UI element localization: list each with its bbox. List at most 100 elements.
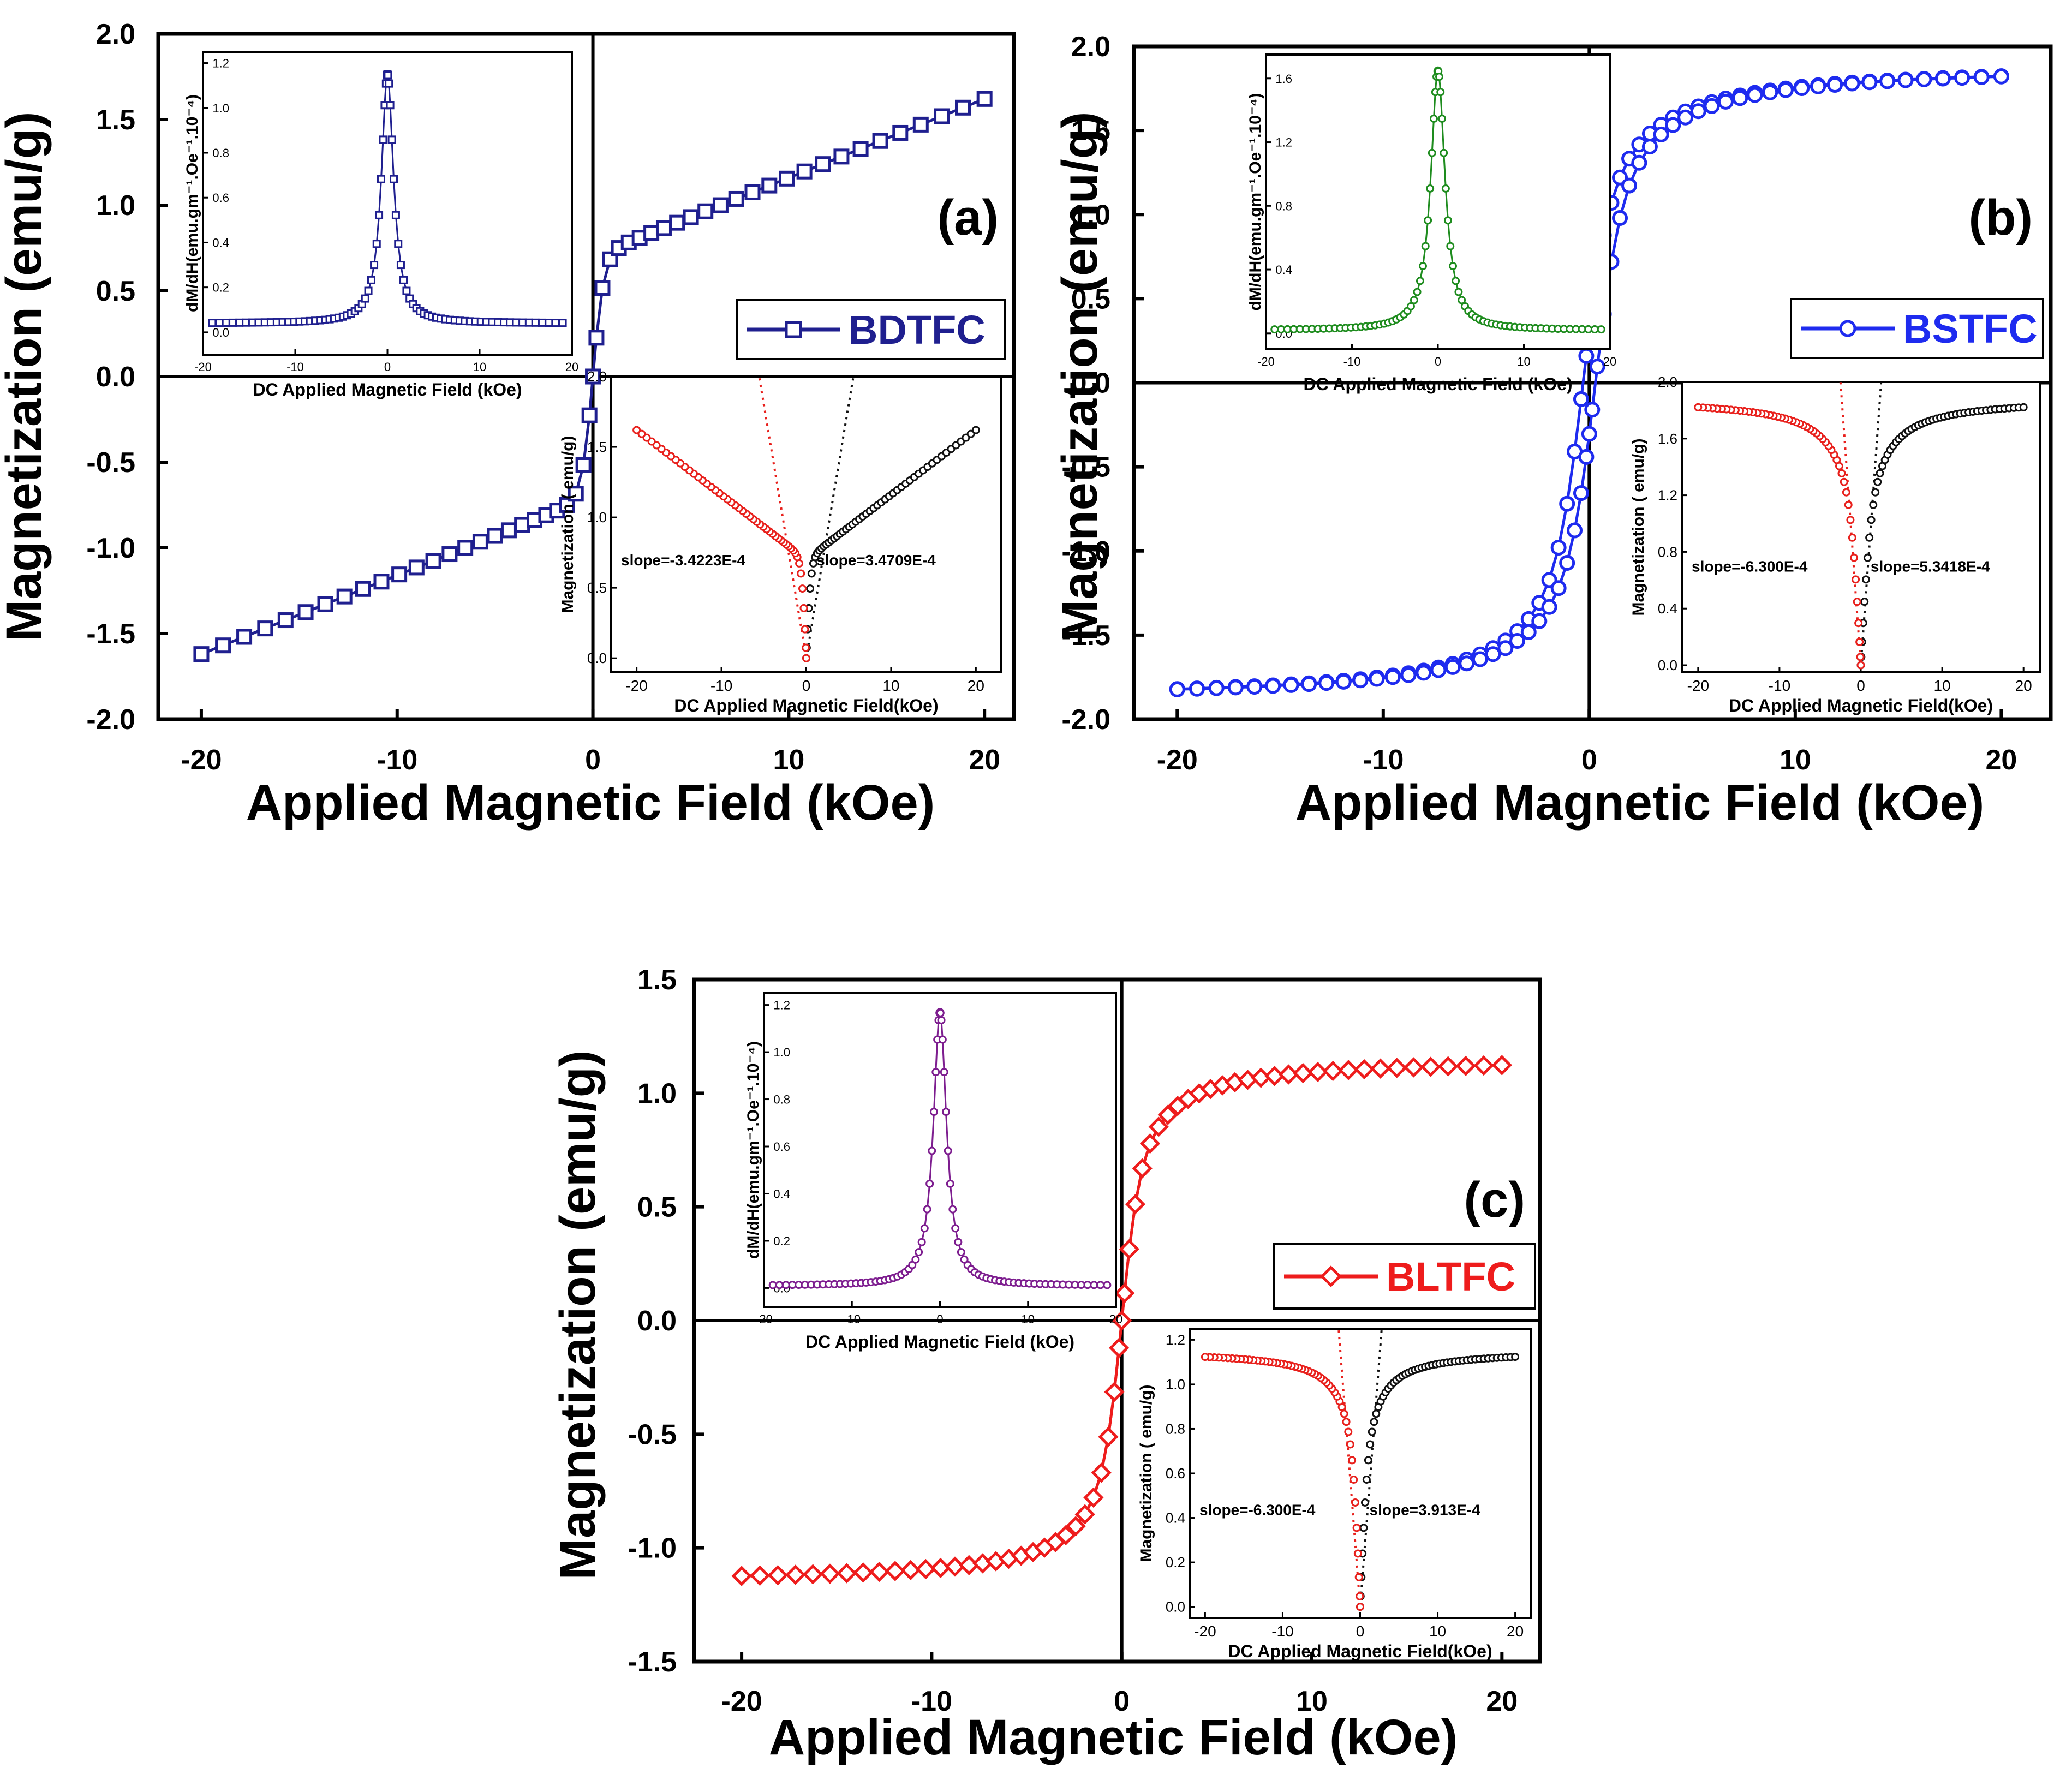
panel-a-data-point [585, 368, 601, 385]
panel-a-inset-fit-pos-point [971, 426, 980, 434]
panel-a-inset-fit-neg-point [797, 569, 805, 578]
panel-b-inset-dmdh-point [1418, 262, 1427, 271]
panel-c-inset-dmdh-point [911, 1255, 920, 1264]
panel-c-data-point [1112, 1310, 1132, 1331]
panel-c-data-point [785, 1564, 806, 1585]
panel-a-legend: BDTFC [736, 299, 1006, 360]
panel-b-data-point [1861, 74, 1878, 91]
panel-b-data-point [1227, 679, 1244, 696]
panel-c-inset-dmdh-x-title: DC Applied Magnetic Field (kOe) [805, 1332, 1074, 1352]
panel-a-inset-fit-xtick-label: -20 [625, 677, 647, 694]
panel-a-inset-fit-neg-point [802, 654, 810, 662]
panel-b-data-point [1827, 76, 1843, 93]
panel-a-data-point [912, 116, 929, 133]
panel-c-inset-fit-pos-point [1366, 1440, 1375, 1449]
panel-c-inset-dmdh-xtick-label: -10 [843, 1312, 861, 1326]
panel-b-inset-dmdh-point [1438, 114, 1447, 123]
panel-a-inset-dmdh-point [402, 286, 411, 295]
panel-c-data-point [1083, 1487, 1104, 1508]
panel-a-data-point [669, 214, 685, 231]
panel-c-inset-fit-pos-point [1362, 1476, 1371, 1484]
panel-a-xtick-label: 20 [969, 744, 1000, 776]
panel-a-inset-dmdh-point [370, 261, 379, 270]
panel-b-xtick-label: -10 [1363, 744, 1404, 776]
panel-a-data-point [976, 91, 993, 107]
panel-a-data-point [712, 197, 729, 213]
panel-b-inset-dmdh-frame [1265, 53, 1611, 350]
panel-c-inset-fit-neg-point [1340, 1409, 1348, 1418]
panel-a-inset-dmdh-point [229, 318, 237, 327]
panel-b-inset-dmdh-point [1413, 288, 1422, 296]
panel-b-xtick-label: 20 [1985, 744, 2017, 776]
panel-a-data-point [487, 528, 503, 544]
panel-c-inset-fit-x-title: DC Applied Magnetic Field(kOe) [1228, 1641, 1492, 1661]
panel-c-inset-fit-neg-point [1350, 1476, 1358, 1484]
panel-c-data-point [1132, 1158, 1153, 1179]
panel-b-inset-dmdh-point [1452, 277, 1460, 285]
panel-c-inset-fit-neg-point [1351, 1498, 1360, 1507]
panel-c-inset-dmdh-point [951, 1224, 960, 1233]
panel-c-inset-fit-slope-pos: slope=3.913E-4 [1370, 1501, 1481, 1518]
panel-b-inset-fit-pos-point [1867, 516, 1876, 524]
panel-c-inset-dmdh-point [948, 1205, 957, 1214]
panel-b-inset-fit-frame [1681, 381, 2041, 673]
panel-b-inset-fit-pos-point [1876, 469, 1884, 477]
panel-b-ytick-label: 1.5 [1071, 115, 1110, 147]
panel-c-inset-dmdh-point [1090, 1281, 1098, 1289]
panel-b-data-point [1550, 580, 1567, 596]
panel-b-data-point [1246, 679, 1263, 695]
panel-a-ytick-label: 0.0 [96, 361, 135, 393]
panel-a-inset-dmdh-point [222, 318, 230, 327]
panel-a-inset-dmdh-ytick-label: 1.2 [212, 57, 229, 70]
panel-a-inset-dmdh-point [364, 286, 373, 295]
panel-a-inset-dmdh-point [372, 240, 381, 248]
panel-c-data-point [820, 1563, 840, 1584]
panel-b-inset-dmdh-point [1435, 73, 1443, 81]
panel-b-data-point [1497, 640, 1514, 656]
panel-b-inset-fit-xtick-label: 10 [1934, 677, 1951, 694]
panel-a-inset-dmdh-point [558, 319, 567, 327]
panel-b-panel-label: (b) [1969, 190, 2033, 246]
panel-b-data-point [1934, 70, 1951, 87]
panel-c-inset-dmdh-point [920, 1224, 929, 1233]
panel-b-ytick-label: 0.0 [1071, 368, 1110, 399]
panel-c-inset-fit-ytick-label: 0.8 [1166, 1420, 1185, 1437]
panel-b-data-point [1581, 426, 1597, 442]
panel-a-inset-fit-neg-point [802, 643, 810, 652]
panel-c-inset-dmdh-point [936, 1008, 945, 1017]
panel-c-inset-dmdh-point [768, 1281, 777, 1289]
panel-c-inset-dmdh-ytick-label: 0.4 [773, 1187, 790, 1200]
panel-a-data-point [297, 604, 314, 620]
panel-a-data-point [833, 148, 850, 165]
panel-a-data-point [697, 203, 714, 219]
panel-a-inset-fit-pos-point [807, 569, 816, 578]
panel-b-data-point [1578, 348, 1595, 364]
panel-b-inset-fit-neg-point [1850, 553, 1859, 562]
panel-b-inset-fit-ytick-label: 1.6 [1658, 431, 1677, 447]
panel-a-data-point [588, 330, 605, 346]
panel-a-inset-dmdh-x-title: DC Applied Magnetic Field (kOe) [253, 380, 522, 399]
panel-c-xtick-label: 10 [1296, 1686, 1328, 1717]
panel-c-inset-dmdh-point [1083, 1281, 1092, 1289]
panel-c-inset-dmdh-ytick-label: 0.2 [773, 1234, 790, 1248]
panel-c-inset-fit-neg-point [1356, 1592, 1364, 1600]
panel-a-inset-dmdh-point [538, 318, 546, 327]
panel-b-inset-dmdh-xtick-label: 0 [1435, 355, 1441, 368]
panel-a-data-point [815, 156, 831, 172]
panel-a-inset-dmdh-point [387, 135, 396, 144]
panel-c-inset-fit-neg-point [1354, 1573, 1363, 1581]
panel-a-panel-label: (a) [938, 190, 999, 246]
panel-c-data-point [1491, 1055, 1512, 1076]
panel-a-ytick-label: -1.5 [86, 618, 135, 650]
panel-b-inset-fit-neg-point [1856, 653, 1865, 661]
panel-b-inset-dmdh-point [1446, 242, 1455, 250]
panel-b-inset-fit-neg-point [1840, 477, 1848, 486]
panel-a-inset-dmdh-point [385, 79, 393, 88]
panel-b-inset-dmdh-point [1443, 216, 1452, 225]
panel-c-data-point [1055, 1525, 1076, 1545]
panel-c-inset-dmdh-point [928, 1146, 936, 1155]
panel-a-series-BDTFC [193, 91, 993, 662]
panel-a-data-point [594, 280, 611, 296]
panel-a-inset-dmdh-xtick-label: -10 [286, 360, 304, 374]
panel-b-data-point [1573, 391, 1589, 407]
